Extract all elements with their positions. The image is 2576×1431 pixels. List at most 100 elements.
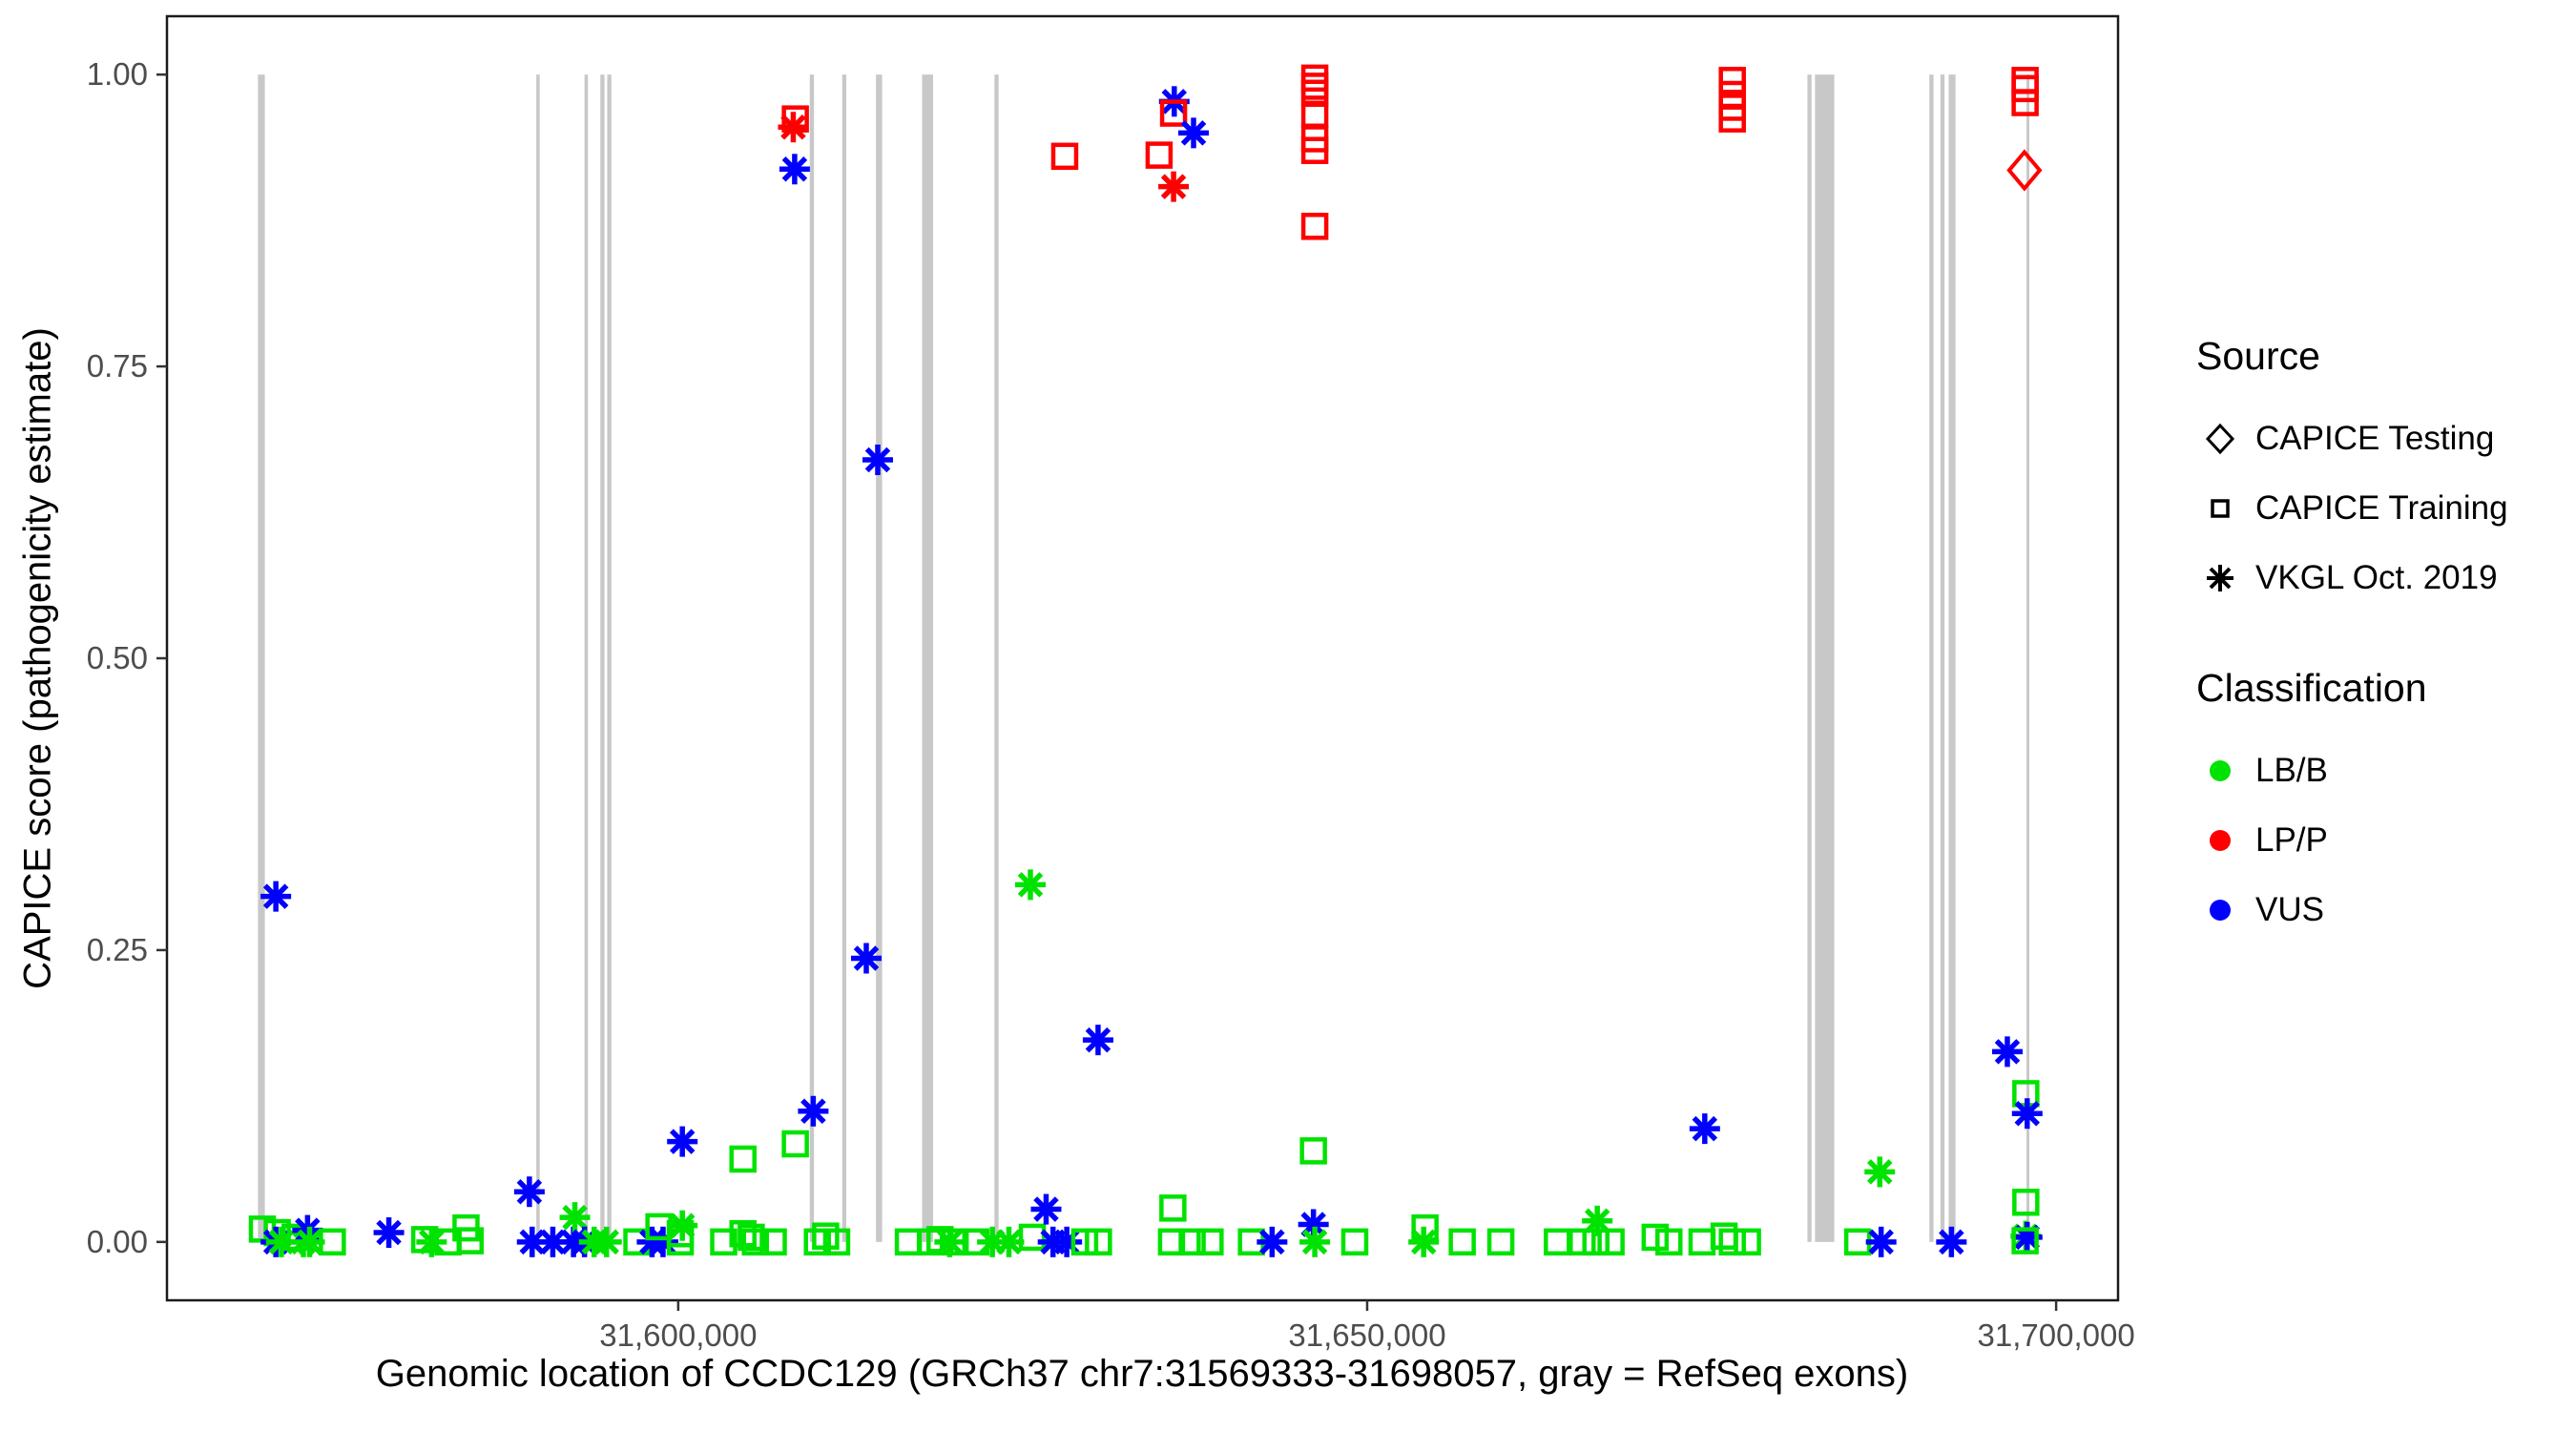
legend: Source CAPICE Testing CAPICE Training: [2196, 334, 2574, 944]
legend-classification-title: Classification: [2196, 666, 2427, 710]
exon-bar: [1929, 74, 1934, 1242]
data-point-vkgl-oct-2019: [537, 1226, 569, 1257]
data-point-capice-training: [894, 1228, 923, 1256]
data-point-capice-training: [710, 1228, 737, 1256]
data-point-vkgl-oct-2019: [851, 943, 883, 974]
exon-bar: [2026, 74, 2030, 1242]
data-point-capice-training: [1843, 1228, 1872, 1256]
data-point-capice-training: [941, 1228, 969, 1256]
legend-label: CAPICE Training: [2255, 488, 2508, 527]
data-point-capice-training: [1300, 64, 1329, 93]
data-point-vkgl-oct-2019: [1257, 1226, 1288, 1257]
data-point-vkgl-oct-2019: [1299, 1226, 1331, 1257]
data-point-capice-testing: [2006, 149, 2043, 192]
y-tick-label: 0.50: [87, 640, 148, 675]
data-point-vkgl-oct-2019: [778, 112, 809, 143]
exon-bar: [1948, 74, 1956, 1242]
legend-label: VKGL Oct. 2019: [2255, 558, 2498, 596]
asterisk-icon: [2196, 560, 2244, 596]
data-point-capice-training: [1157, 1228, 1186, 1256]
data-point-capice-training: [319, 1228, 346, 1256]
legend-item-lbb: LB/B: [2196, 736, 2574, 805]
data-point-capice-training: [2011, 1227, 2039, 1255]
data-point-vkgl-oct-2019: [1082, 1025, 1113, 1056]
data-point-capice-training: [1734, 1228, 1761, 1256]
legend-label: CAPICE Testing: [2255, 419, 2495, 457]
blue-dot-icon: [2196, 892, 2244, 928]
data-point-vkgl-oct-2019: [260, 881, 292, 912]
data-point-capice-training: [1340, 1228, 1369, 1256]
exon-bar: [809, 74, 815, 1242]
data-point-vkgl-oct-2019: [779, 154, 810, 185]
data-point-vkgl-oct-2019: [1158, 171, 1190, 202]
exon-bar: [994, 74, 999, 1242]
data-point-vkgl-oct-2019: [1015, 869, 1047, 901]
y-axis-title: CAPICE score (pathogenicity estimate): [16, 327, 59, 989]
exon-bar: [1815, 74, 1835, 1242]
legend-label: LP/P: [2255, 820, 2328, 859]
data-point-capice-training: [666, 1228, 695, 1256]
data-point-capice-training: [2012, 1188, 2040, 1216]
y-tick-label: 0.00: [87, 1224, 148, 1259]
x-tick-label: 31,600,000: [599, 1317, 757, 1353]
x-axis-title: Genomic location of CCDC129 (GRCh37 chr7…: [375, 1353, 1909, 1395]
data-point-capice-training: [741, 1228, 769, 1256]
legend-spacer: [2196, 612, 2574, 666]
y-tick-label: 1.00: [87, 56, 148, 92]
legend-item-vkgl: VKGL Oct. 2019: [2196, 543, 2574, 612]
legend-label: LB/B: [2255, 751, 2328, 789]
data-point-vkgl-oct-2019: [1991, 1036, 2023, 1068]
data-point-capice-training: [1448, 1228, 1476, 1256]
data-point-vkgl-oct-2019: [1408, 1226, 1440, 1257]
exon-bar: [1807, 74, 1812, 1242]
red-dot-icon: [2196, 822, 2244, 859]
data-point-capice-training: [2011, 74, 2039, 103]
legend-label: VUS: [2255, 890, 2324, 928]
legend-item-capice-training: CAPICE Training: [2196, 473, 2574, 543]
data-point-vkgl-oct-2019: [1689, 1113, 1720, 1145]
data-point-capice-training: [1300, 136, 1329, 164]
legend-item-lpp: LP/P: [2196, 805, 2574, 875]
data-point-capice-training: [803, 1228, 831, 1256]
data-point-capice-training: [1641, 1223, 1670, 1252]
data-point-capice-training: [1486, 1228, 1515, 1256]
data-point-capice-training: [1018, 1223, 1047, 1252]
diamond-icon: [2196, 421, 2244, 457]
data-point-capice-training: [759, 1228, 787, 1256]
data-point-capice-training: [1544, 1228, 1571, 1256]
data-point-vkgl-oct-2019: [798, 1095, 829, 1127]
y-tick-label: 0.25: [87, 932, 148, 967]
data-point-capice-training: [1085, 1228, 1112, 1256]
data-point-vkgl-oct-2019: [1936, 1226, 1967, 1257]
data-point-capice-training: [1718, 1228, 1746, 1256]
data-point-capice-training: [1145, 141, 1174, 169]
x-tick-label: 31,650,000: [1288, 1317, 1445, 1353]
data-point-vkgl-oct-2019: [1030, 1193, 1062, 1225]
data-point-capice-training: [1718, 105, 1746, 133]
data-point-vkgl-oct-2019: [2011, 1098, 2043, 1130]
data-point-vkgl-oct-2019: [1865, 1226, 1897, 1257]
data-point-capice-training: [1597, 1228, 1625, 1256]
data-point-capice-training: [1300, 73, 1329, 100]
data-point-capice-training: [822, 1228, 851, 1256]
legend-item-vus: VUS: [2196, 875, 2574, 944]
exon-bar: [841, 74, 847, 1242]
data-point-vkgl-oct-2019: [591, 1226, 622, 1257]
data-point-capice-training: [1070, 1228, 1099, 1256]
data-point-vkgl-oct-2019: [667, 1126, 698, 1157]
legend-item-capice-testing: CAPICE Testing: [2196, 404, 2574, 473]
exon-bar: [600, 74, 605, 1242]
data-point-capice-training: [1300, 213, 1329, 240]
data-point-capice-training: [1718, 67, 1746, 94]
data-point-capice-training: [2011, 67, 2039, 94]
data-point-capice-training: [1688, 1228, 1716, 1256]
exon-bar: [258, 74, 265, 1242]
data-point-vkgl-oct-2019: [1178, 117, 1210, 149]
exon-bar: [536, 74, 540, 1242]
data-point-capice-training: [1568, 1228, 1596, 1256]
data-point-capice-training: [729, 1145, 757, 1173]
data-point-capice-training: [1196, 1228, 1224, 1256]
y-tick-label: 0.75: [87, 348, 148, 384]
